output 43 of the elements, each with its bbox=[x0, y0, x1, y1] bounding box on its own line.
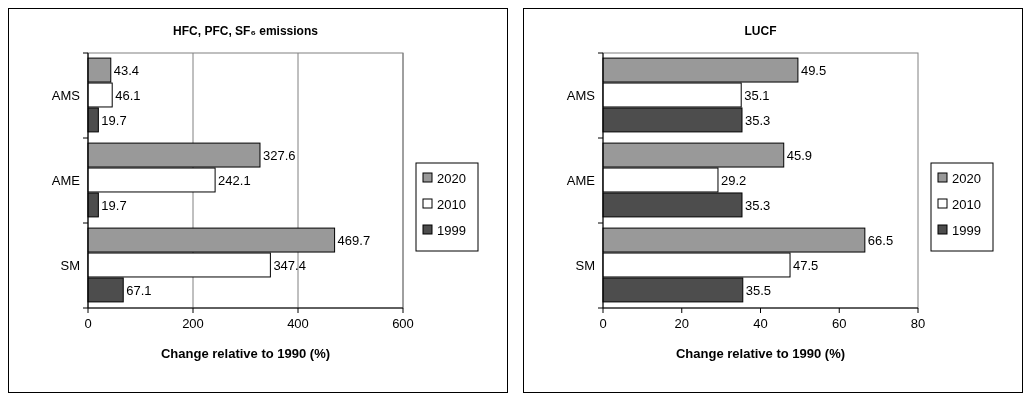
data-label: 35.5 bbox=[745, 282, 772, 298]
x-axis-title: Change relative to 1990 (%) bbox=[160, 346, 331, 361]
data-label: 242.1 bbox=[218, 173, 251, 189]
data-label: 19.7 bbox=[101, 112, 127, 128]
data-label: 35.3 bbox=[744, 197, 771, 213]
x-tick-label: 20 bbox=[674, 316, 689, 331]
y-tick-label: AMS bbox=[51, 88, 81, 104]
chart-title: HFC, PFC, SF₆ emissions bbox=[173, 24, 319, 38]
chart-title: LUCF bbox=[744, 24, 777, 38]
y-tick-label: AMS bbox=[566, 88, 596, 104]
x-tick-label: 200 bbox=[182, 316, 204, 331]
legend-label: 2010 bbox=[437, 196, 466, 212]
data-label: 43.4 bbox=[113, 63, 140, 79]
x-tick-label: 40 bbox=[753, 316, 768, 331]
legend-label: 1999 bbox=[952, 222, 981, 238]
y-tick-label: AME bbox=[51, 173, 81, 189]
data-label: 347.4 bbox=[273, 258, 306, 274]
x-tick-label: 0 bbox=[84, 316, 92, 331]
data-label: 29.2 bbox=[720, 173, 747, 189]
x-tick-label: 60 bbox=[832, 316, 847, 331]
y-tick-label: AME bbox=[566, 173, 596, 189]
legend-label: 2020 bbox=[952, 170, 981, 186]
x-tick-label: 0 bbox=[599, 316, 607, 331]
y-tick-label: SM bbox=[575, 258, 595, 274]
x-axis-title: Change relative to 1990 (%) bbox=[675, 346, 846, 361]
legend-label: 2010 bbox=[952, 196, 981, 212]
x-tick-label: 600 bbox=[392, 316, 414, 331]
data-label: 35.3 bbox=[744, 112, 771, 128]
data-label: 327.6 bbox=[262, 148, 296, 164]
data-label: 35.1 bbox=[744, 88, 770, 104]
data-label: 49.5 bbox=[800, 63, 827, 79]
data-label: 19.7 bbox=[101, 197, 127, 213]
data-label: 67.1 bbox=[126, 282, 152, 298]
legend-label: 2020 bbox=[437, 170, 466, 186]
data-label: 46.1 bbox=[115, 88, 141, 104]
x-tick-label: 400 bbox=[287, 316, 309, 331]
data-label: 66.5 bbox=[867, 233, 894, 249]
x-tick-label: 80 bbox=[910, 316, 926, 331]
data-label: 469.7 bbox=[337, 233, 371, 249]
data-label: 45.9 bbox=[786, 148, 813, 164]
y-tick-label: SM bbox=[60, 258, 80, 274]
data-label: 47.5 bbox=[793, 258, 819, 274]
legend-label: 1999 bbox=[437, 222, 466, 238]
